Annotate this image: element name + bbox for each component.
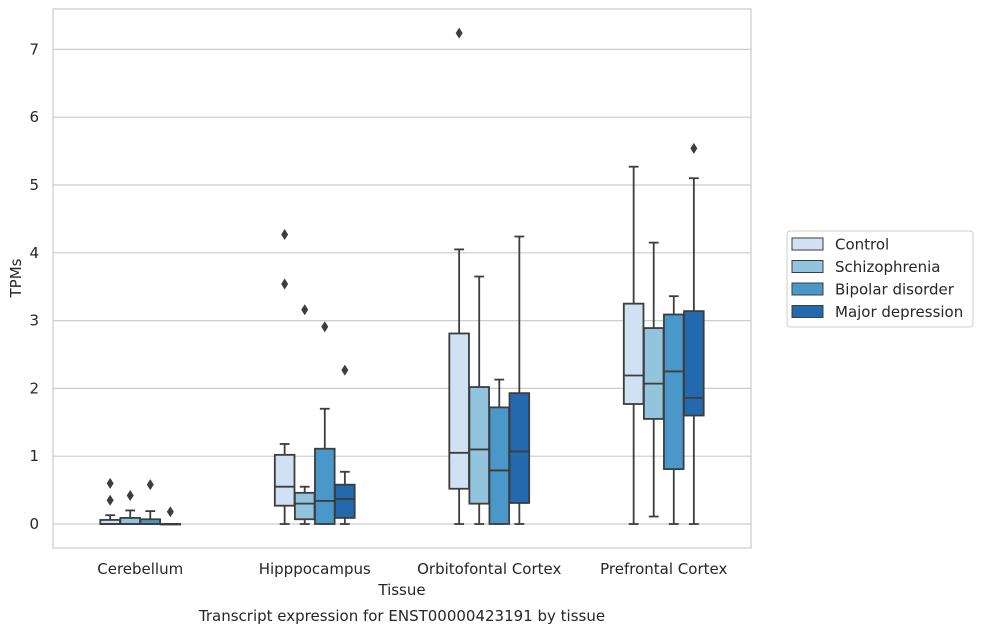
chart-caption: Transcript expression for ENST0000042319… bbox=[198, 607, 605, 625]
box-bipolar-disorder bbox=[488, 378, 511, 525]
box-control bbox=[99, 477, 121, 525]
outlier-point bbox=[341, 364, 349, 376]
legend: Control Schizophrenia Bipolar disorder Majo… bbox=[786, 230, 974, 328]
y-tick-label: 0 bbox=[29, 515, 39, 533]
box-iqr bbox=[622, 302, 645, 405]
x-tick-labels: Cerebellum Hipppocampus Orbitofontal Corte… bbox=[97, 560, 727, 578]
y-tick-label: 3 bbox=[29, 312, 39, 330]
box-major-depression bbox=[334, 364, 356, 525]
box-iqr bbox=[642, 327, 665, 420]
y-tick-label: 7 bbox=[29, 40, 39, 58]
legend-label: Bipolar disorder bbox=[835, 281, 955, 299]
box-schizophrenia bbox=[642, 241, 665, 518]
box-iqr bbox=[334, 483, 356, 519]
box-major-depression bbox=[508, 235, 531, 525]
plot-frame bbox=[52, 8, 752, 549]
x-axis-label: Tissue bbox=[377, 581, 425, 599]
box-iqr bbox=[468, 386, 490, 505]
y-tick-label: 5 bbox=[29, 176, 39, 194]
box-iqr bbox=[293, 491, 316, 521]
outlier-point bbox=[126, 490, 134, 502]
legend-frame bbox=[786, 230, 974, 328]
legend-swatch bbox=[791, 305, 824, 318]
box-schizophrenia bbox=[119, 490, 141, 525]
box-iqr bbox=[119, 516, 141, 525]
outlier-point bbox=[166, 506, 174, 518]
box-iqr bbox=[448, 332, 470, 490]
outlier-point bbox=[321, 321, 329, 333]
box-iqr bbox=[683, 310, 705, 417]
grid-lines bbox=[53, 48, 751, 525]
x-tick-label: Prefrontal Cortex bbox=[600, 560, 727, 578]
box-iqr bbox=[663, 313, 685, 470]
outlier-point bbox=[106, 494, 114, 506]
legend-swatch bbox=[791, 237, 824, 251]
y-tick-label: 1 bbox=[29, 447, 39, 465]
x-tick-label: Hipppocampus bbox=[259, 560, 371, 578]
box-major-depression bbox=[683, 142, 705, 525]
box-control bbox=[273, 228, 296, 525]
x-tick-label: Orbitofontal Cortex bbox=[417, 560, 561, 578]
box-schizophrenia bbox=[293, 304, 316, 525]
outlier-point bbox=[106, 477, 114, 489]
box-control bbox=[622, 165, 645, 525]
box-schizophrenia bbox=[468, 275, 490, 525]
y-tick-labels: 0 1 2 3 4 5 6 7 bbox=[29, 40, 39, 533]
box-control bbox=[448, 27, 470, 525]
outlier-point bbox=[690, 142, 698, 154]
y-tick-label: 2 bbox=[29, 379, 39, 397]
box-iqr bbox=[488, 406, 511, 525]
legend-label: Schizophrenia bbox=[835, 258, 940, 276]
y-axis-label: TPMs bbox=[7, 258, 25, 298]
outlier-point bbox=[301, 304, 309, 316]
y-tick-label: 4 bbox=[29, 244, 39, 262]
box-major-depression bbox=[159, 506, 182, 526]
box-bipolar-disorder bbox=[139, 479, 162, 525]
outlier-point bbox=[281, 278, 289, 290]
box-bipolar-disorder bbox=[663, 295, 685, 525]
legend-swatch bbox=[791, 260, 824, 273]
box-plots bbox=[99, 27, 705, 526]
y-tick-label: 6 bbox=[29, 108, 39, 126]
legend-label: Major depression bbox=[835, 303, 963, 321]
box-bipolar-disorder bbox=[314, 321, 336, 525]
outlier-point bbox=[281, 228, 289, 240]
box-iqr bbox=[273, 453, 296, 507]
x-tick-label: Cerebellum bbox=[97, 560, 183, 578]
box-iqr bbox=[508, 392, 531, 504]
legend-label: Control bbox=[835, 236, 889, 254]
legend-swatch bbox=[791, 282, 824, 296]
outlier-point bbox=[146, 479, 154, 491]
outlier-point bbox=[455, 27, 463, 39]
box-iqr bbox=[314, 447, 336, 525]
